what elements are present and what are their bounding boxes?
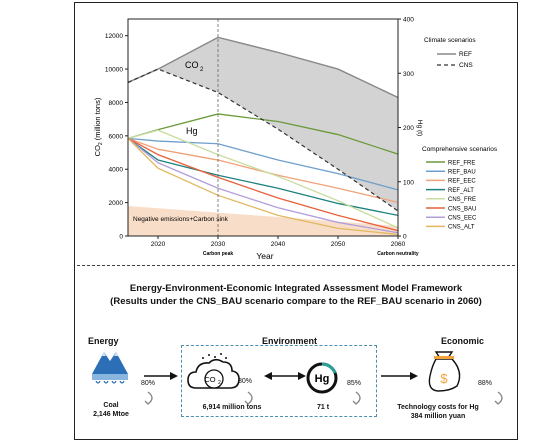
y-left-axis-label: CO2 (million tons): [93, 97, 104, 156]
energy-heading: Energy: [88, 336, 119, 346]
x-axis-label: Year: [256, 251, 273, 261]
x-tick-label: 2040: [271, 241, 286, 248]
y-left-tick-label: 10000: [105, 67, 123, 74]
co2-region-label: CO: [185, 60, 199, 70]
negative-emissions-area: [128, 205, 398, 236]
environment-heading: Environment: [262, 336, 318, 346]
hg-ring-icon: Hg: [306, 362, 338, 394]
double-arrow-co2-hg: [264, 372, 306, 380]
y-left-tick-label: 2000: [109, 200, 124, 207]
y-left-tick-label: 6000: [109, 133, 124, 140]
section-divider: [77, 265, 515, 266]
coal-label: Coal: [103, 402, 119, 409]
chart-legend: Climate scenarios REF CNS Comprehensive sce…: [422, 37, 498, 231]
money-bag-icon: $: [428, 351, 461, 392]
hg-series-cns-alt: [127, 137, 399, 236]
hg-series-ref-eec: [127, 137, 399, 203]
hg-series-cns-bau: [127, 137, 399, 232]
comprehensive-legend-title: Comprehensive scenarios: [422, 146, 498, 153]
environment-box: [181, 345, 377, 417]
y-right-tick-label: 0: [403, 234, 407, 241]
coal-value: 2,146 Mtoe: [93, 411, 129, 418]
co2-region-subscript: 2: [200, 67, 204, 73]
climate-legend-title: Climate scenarios: [424, 37, 476, 44]
coal-icon: [92, 352, 128, 384]
co2-percent: 80%: [238, 378, 253, 385]
hg-icon-text: Hg: [315, 373, 330, 385]
chart-axes: 0 2000 4000 6000 8000 10000 12000 0 100 200 300 400…: [93, 17, 423, 262]
x-tick-label: 2050: [331, 241, 346, 248]
y-right-axis-label: Hg (t): [416, 120, 423, 136]
hg-series-cns-fre: [127, 129, 399, 229]
hg-series-ref-bau: [127, 137, 399, 191]
co2-icon-text: CO: [204, 375, 215, 384]
framework-title: Energy-Environment-Economic Integrated A…: [129, 283, 463, 294]
arrow-energy-to-environment: [144, 372, 178, 380]
arrow-environment-to-economic: [381, 372, 418, 380]
y-left-tick-label: 0: [119, 234, 123, 241]
x-annotation: Carbon peak: [203, 251, 234, 257]
emissions-chart: CO 2 Hg Negative emissions+Carbon sink 0 200…: [93, 17, 498, 262]
y-right-tick-label: 300: [403, 71, 414, 78]
y-left-tick-label: 12000: [105, 33, 123, 40]
x-tick-label: 2020: [151, 241, 166, 248]
cost-label: Technology costs for Hg: [397, 404, 479, 411]
legend-label-ref: REF: [459, 51, 472, 58]
y-right-tick-label: 400: [403, 17, 414, 24]
cost-value: 384 million yuan: [410, 413, 466, 420]
legend-label-cns: CNS: [459, 62, 473, 69]
co2-value: 6,914 million tons: [202, 404, 262, 411]
y-right-tick-label: 200: [403, 125, 414, 132]
figure-frame: [74, 2, 518, 440]
economic-percent: 88%: [478, 380, 493, 387]
legend-label-ref-eec: REF_EEC: [448, 179, 476, 185]
x-tick-label: 2030: [211, 241, 226, 248]
energy-percent: 80%: [141, 380, 156, 387]
co2-cloud-icon: CO 2: [187, 353, 240, 389]
co2-gap-area: [128, 37, 398, 211]
dollar-icon-text: $: [440, 371, 448, 386]
legend-label-cns-eec: CNS_EEC: [448, 216, 477, 222]
co2-series-ref: [127, 36, 399, 99]
legend-label-cns-alt: CNS_ALT: [448, 225, 475, 231]
x-tick-label: 2060: [391, 241, 406, 248]
y-left-tick-label: 8000: [109, 100, 124, 107]
legend-label-ref-alt: REF_ALT: [448, 188, 474, 194]
y-left-tick-label: 4000: [109, 167, 124, 174]
legend-label-ref-bau: REF_BAU: [448, 170, 476, 176]
decrease-arrow-icon: [144, 391, 503, 405]
hg-percent: 85%: [347, 380, 362, 387]
framework-subtitle: (Results under the CNS_BAU scenario comp…: [110, 296, 482, 307]
hg-region-label: Hg: [186, 126, 198, 136]
x-annotation: Carbon neutrality: [377, 251, 419, 257]
negative-emissions-label: Negative emissions+Carbon sink: [133, 216, 229, 223]
y-right-tick-label: 100: [403, 179, 414, 186]
plot-area: CO 2 Hg Negative emissions+Carbon sink: [127, 19, 399, 236]
legend-label-cns-fre: CNS_FRE: [448, 197, 476, 203]
economic-heading: Economic: [441, 336, 485, 346]
hg-value: 71 t: [316, 404, 330, 411]
legend-label-cns-bau: CNS_BAU: [448, 206, 476, 212]
legend-label-ref-fre: REF_FRE: [448, 160, 475, 166]
co2-icon-subscript: 2: [218, 380, 221, 386]
hg-series-cns-eec: [127, 137, 399, 234]
